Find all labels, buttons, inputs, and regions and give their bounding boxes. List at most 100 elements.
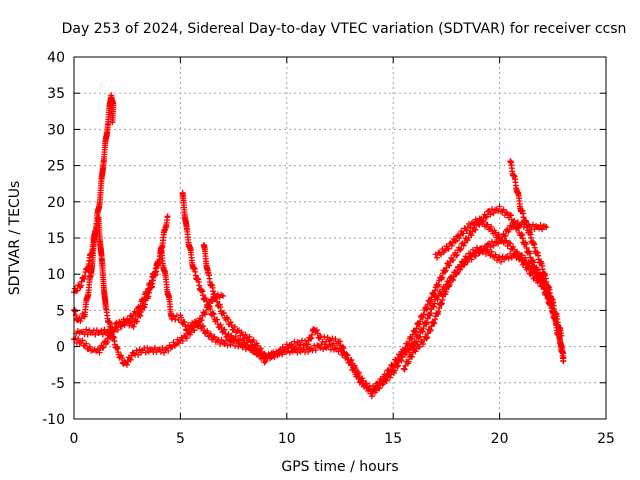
data-point	[456, 235, 463, 242]
data-point	[219, 292, 226, 299]
data-point	[198, 287, 205, 294]
data-point	[495, 231, 502, 238]
data-point	[560, 358, 567, 365]
data-point	[202, 308, 209, 315]
x-tick-label: 15	[384, 431, 402, 447]
data-point	[529, 262, 536, 269]
series-track-b	[71, 214, 226, 368]
data-point	[142, 349, 149, 356]
data-point	[518, 252, 525, 259]
data-point	[141, 295, 148, 302]
data-point	[213, 294, 220, 301]
data-point	[332, 335, 339, 342]
x-axis-label: GPS time / hours	[281, 459, 398, 475]
data-point	[508, 212, 515, 219]
series-track-j	[411, 244, 556, 348]
data-point	[99, 331, 106, 338]
data-point	[394, 358, 401, 365]
data-point	[144, 288, 151, 295]
data-point	[362, 380, 369, 387]
data-point	[405, 340, 412, 347]
axis-ticks: 0 5 10 15 20 25 -10 -5 0 5 10 15 20 25 30 35 40	[42, 50, 615, 447]
data-point	[344, 352, 351, 359]
data-point	[191, 327, 198, 334]
data-point	[340, 345, 347, 352]
data-point	[484, 221, 491, 228]
data-point	[214, 320, 221, 327]
data-point	[273, 348, 280, 355]
data-point	[483, 213, 490, 220]
data-point	[221, 326, 228, 333]
data-point	[77, 318, 84, 325]
data-point	[190, 323, 197, 330]
data-point	[386, 369, 393, 376]
data-point	[525, 259, 532, 266]
data-point	[459, 259, 466, 266]
data-point	[246, 333, 253, 340]
data-point	[530, 221, 537, 228]
data-point	[278, 349, 285, 356]
data-point	[432, 287, 439, 294]
data-point	[409, 353, 416, 360]
data-point	[250, 336, 257, 343]
data-point	[224, 315, 231, 322]
data-point	[234, 328, 241, 335]
data-point	[444, 245, 451, 252]
data-point	[434, 296, 441, 303]
data-point	[481, 245, 488, 252]
data-point	[460, 242, 467, 249]
data-point	[265, 351, 272, 358]
y-tick-label: 5	[56, 303, 65, 319]
data-point	[151, 344, 158, 351]
data-point	[312, 347, 319, 354]
data-point	[479, 249, 486, 256]
data-point	[173, 341, 180, 348]
data-point	[442, 267, 449, 274]
data-point	[241, 335, 248, 342]
data-point	[217, 321, 224, 328]
data-point	[490, 210, 497, 217]
data-point	[182, 323, 189, 330]
data-point	[144, 344, 151, 351]
data-point	[464, 255, 471, 262]
data-point	[114, 327, 121, 334]
data-point	[133, 318, 140, 325]
data-point	[228, 322, 235, 329]
data-points	[71, 92, 567, 400]
data-point	[207, 331, 214, 338]
data-point	[98, 327, 105, 334]
data-point	[416, 321, 423, 328]
data-point	[413, 325, 420, 332]
data-point	[516, 255, 523, 262]
data-point	[470, 246, 476, 253]
data-point	[460, 230, 467, 237]
data-point	[431, 291, 438, 298]
data-point	[439, 274, 446, 281]
data-point	[84, 331, 91, 338]
data-point	[320, 346, 327, 353]
data-point	[317, 345, 324, 352]
data-point	[505, 255, 512, 262]
data-point	[457, 245, 464, 252]
data-point	[487, 252, 494, 259]
data-point	[460, 260, 467, 267]
data-point	[507, 240, 514, 247]
data-point	[243, 334, 250, 341]
data-point	[379, 378, 386, 385]
data-point	[452, 237, 459, 244]
x-tick-label: 25	[597, 431, 615, 447]
data-point	[104, 339, 111, 346]
data-point	[282, 345, 289, 352]
data-point	[488, 248, 495, 255]
data-point	[419, 341, 426, 348]
data-point	[530, 259, 537, 266]
y-tick-label: 10	[47, 267, 65, 283]
data-point	[383, 377, 390, 384]
data-point	[231, 323, 238, 330]
data-point	[189, 319, 196, 326]
data-point	[492, 251, 499, 258]
data-point	[75, 335, 82, 342]
data-point	[137, 302, 144, 309]
data-point	[436, 250, 443, 257]
data-point	[513, 224, 520, 231]
